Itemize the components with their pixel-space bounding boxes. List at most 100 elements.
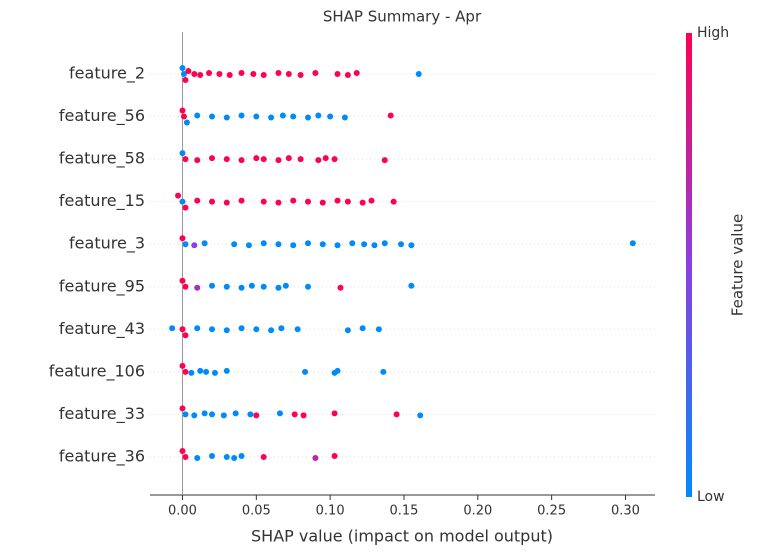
shap-point — [275, 199, 282, 206]
shap-point — [285, 71, 292, 77]
shap-point — [206, 70, 213, 76]
shap-point — [297, 72, 304, 78]
shap-point — [179, 277, 186, 284]
shap-point — [248, 282, 255, 289]
shap-point — [300, 412, 307, 419]
x-tick-label: 0.10 — [316, 504, 345, 519]
shap-point — [223, 453, 230, 460]
shap-point — [408, 282, 415, 289]
shap-point — [185, 68, 192, 74]
shap-point — [238, 197, 245, 204]
shap-point — [359, 199, 366, 206]
shap-point — [279, 112, 286, 119]
shap-point — [380, 368, 387, 375]
shap-point — [275, 157, 282, 164]
shap-point — [232, 410, 239, 417]
shap-point — [381, 240, 388, 247]
shap-point — [194, 112, 201, 119]
shap-point — [188, 369, 195, 376]
shap-point — [209, 198, 216, 205]
shap-point — [312, 70, 319, 76]
y-tick-label: feature_36 — [59, 446, 145, 466]
shap-point — [290, 242, 297, 249]
shap-point — [194, 284, 201, 291]
shap-point — [223, 114, 230, 121]
shap-point — [209, 326, 216, 333]
shap-point — [381, 157, 388, 164]
shap-point — [290, 197, 297, 204]
shap-point — [408, 242, 415, 249]
shap-point — [216, 71, 223, 77]
y-tick-label: feature_95 — [59, 276, 145, 296]
shap-point — [319, 241, 326, 248]
shap-point — [327, 113, 334, 120]
x-tick-label: 0.15 — [390, 504, 419, 519]
shap-point — [629, 240, 636, 247]
shap-point — [226, 72, 233, 78]
shap-point — [191, 71, 198, 77]
shap-point — [334, 367, 341, 374]
shap-point — [344, 198, 351, 205]
shap-point — [322, 155, 329, 162]
x-tick-label: 0.25 — [537, 504, 566, 519]
shap-point — [260, 283, 267, 290]
shap-point — [223, 156, 230, 163]
y-tick-label: feature_58 — [59, 149, 145, 169]
shap-point — [268, 114, 275, 121]
y-tick-label: feature_3 — [69, 234, 145, 254]
shap-point — [179, 405, 186, 412]
shap-point — [253, 326, 260, 333]
shap-point — [250, 71, 257, 77]
shap-point — [344, 327, 351, 334]
shap-point — [334, 242, 341, 249]
shap-point — [253, 412, 260, 419]
colorbar-high: High — [697, 25, 729, 41]
colorbar-label: Feature value — [729, 214, 747, 316]
shap-point — [182, 204, 189, 211]
shap-point — [334, 197, 341, 204]
shap-point — [223, 327, 230, 334]
y-tick-label: feature_33 — [59, 404, 145, 424]
shap-point — [387, 112, 394, 119]
shap-point — [253, 113, 260, 120]
shap-point — [353, 70, 360, 76]
shap-point — [415, 71, 422, 77]
shap-point — [179, 198, 186, 205]
shap-point — [194, 325, 201, 332]
shap-point — [278, 325, 285, 332]
shap-point — [238, 284, 245, 291]
shap-point — [209, 452, 216, 459]
shap-point — [417, 412, 424, 419]
shap-point — [169, 325, 176, 332]
shap-point — [179, 107, 186, 114]
shap-point — [182, 241, 189, 248]
shap-point — [302, 368, 309, 375]
shap-point — [294, 326, 301, 333]
shap-point — [268, 327, 275, 334]
shap-point — [331, 156, 338, 163]
shap-point — [393, 411, 400, 418]
shap-point — [334, 71, 341, 77]
shap-point — [179, 235, 186, 242]
shap-point — [341, 114, 348, 121]
shap-point — [179, 362, 186, 369]
shap-point — [191, 242, 198, 249]
shap-point — [304, 240, 311, 247]
shap-point — [191, 412, 198, 419]
shap-point — [304, 198, 311, 205]
shap-point — [275, 70, 282, 76]
shap-point — [290, 113, 297, 120]
shap-point — [209, 411, 216, 418]
shap-point — [398, 241, 405, 248]
shap-point — [194, 454, 201, 461]
y-tick-label: feature_56 — [59, 106, 145, 126]
shap-point — [368, 197, 375, 204]
y-tick-label: feature_2 — [69, 64, 145, 84]
x-tick-label: 0.20 — [463, 504, 492, 519]
shap-point — [182, 411, 189, 418]
y-tick-label: feature_106 — [49, 361, 145, 381]
shap-point — [291, 411, 298, 418]
shap-point — [315, 112, 322, 119]
shap-point — [201, 410, 208, 417]
shap-point — [337, 284, 344, 291]
